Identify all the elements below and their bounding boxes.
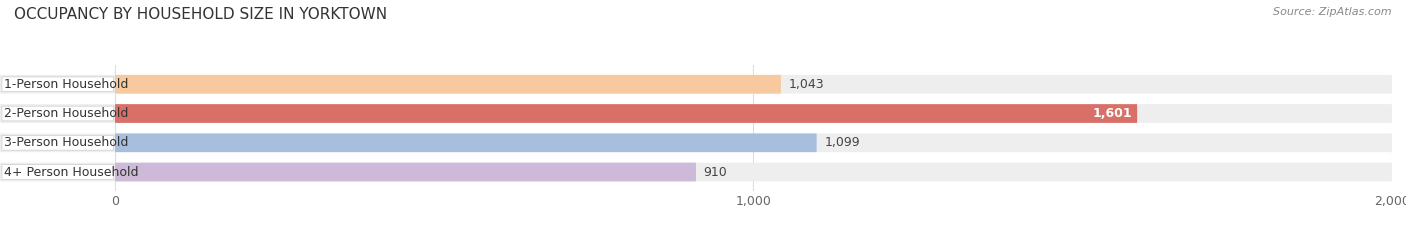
FancyBboxPatch shape: [0, 134, 1392, 152]
Text: 1,043: 1,043: [789, 78, 824, 91]
FancyBboxPatch shape: [115, 104, 1137, 123]
Text: 1,099: 1,099: [824, 136, 860, 149]
FancyBboxPatch shape: [0, 163, 1392, 182]
FancyBboxPatch shape: [1, 135, 114, 150]
FancyBboxPatch shape: [0, 75, 1392, 94]
FancyBboxPatch shape: [1, 106, 114, 121]
Text: Source: ZipAtlas.com: Source: ZipAtlas.com: [1274, 7, 1392, 17]
FancyBboxPatch shape: [115, 163, 696, 182]
Text: 4+ Person Household: 4+ Person Household: [4, 165, 138, 178]
FancyBboxPatch shape: [115, 134, 817, 152]
Text: OCCUPANCY BY HOUSEHOLD SIZE IN YORKTOWN: OCCUPANCY BY HOUSEHOLD SIZE IN YORKTOWN: [14, 7, 387, 22]
Text: 3-Person Household: 3-Person Household: [4, 136, 128, 149]
FancyBboxPatch shape: [115, 75, 780, 94]
Text: 1,601: 1,601: [1092, 107, 1132, 120]
Text: 1-Person Household: 1-Person Household: [4, 78, 128, 91]
Text: 910: 910: [703, 165, 727, 178]
Text: 2-Person Household: 2-Person Household: [4, 107, 128, 120]
FancyBboxPatch shape: [1, 165, 114, 179]
FancyBboxPatch shape: [0, 104, 1392, 123]
FancyBboxPatch shape: [1, 77, 114, 92]
